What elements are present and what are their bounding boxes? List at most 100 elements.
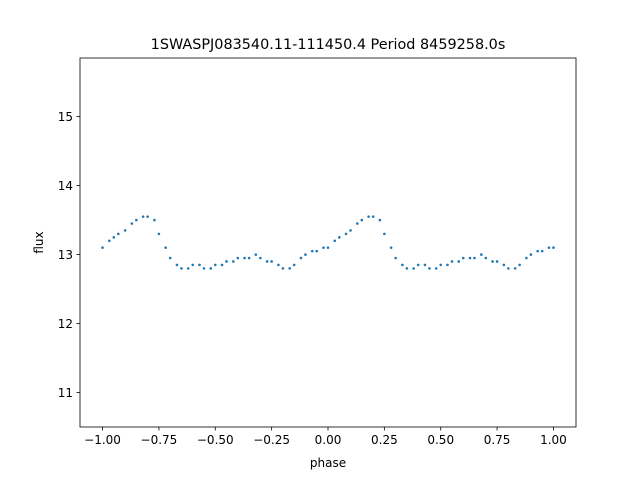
data-point [525, 256, 528, 260]
data-point [360, 218, 364, 222]
data-point [112, 236, 116, 239]
data-point [349, 229, 352, 232]
x-tick-label: −0.25 [253, 433, 290, 447]
data-point [236, 256, 240, 260]
data-point [198, 263, 201, 267]
data-point [270, 260, 273, 263]
data-point [175, 263, 179, 267]
data-point [141, 215, 145, 218]
data-point [232, 260, 235, 263]
data-point [394, 256, 397, 260]
x-axis-label: phase [310, 456, 346, 470]
data-point [101, 246, 104, 249]
data-point [552, 246, 555, 249]
data-point [518, 263, 521, 267]
data-point [480, 253, 483, 256]
data-point [277, 263, 280, 267]
x-tick-label: 1.00 [540, 433, 567, 447]
data-point [213, 263, 217, 267]
data-point [326, 246, 330, 249]
y-axis-label: flux [32, 231, 46, 253]
data-point [265, 260, 269, 263]
data-point [547, 246, 551, 249]
data-point [378, 218, 382, 222]
data-point [491, 260, 494, 263]
data-points [101, 215, 555, 270]
data-point [540, 249, 544, 253]
data-point [220, 263, 224, 267]
data-point [117, 232, 120, 236]
data-point [507, 267, 510, 270]
data-point [529, 253, 533, 256]
x-tick-label: −1.00 [84, 433, 121, 447]
data-point [450, 260, 454, 263]
data-point [281, 267, 285, 270]
data-point [434, 267, 438, 270]
data-point [180, 267, 183, 270]
data-point [202, 267, 206, 270]
data-point [315, 249, 319, 253]
data-point [401, 263, 404, 267]
data-point [502, 263, 506, 267]
data-point [135, 218, 138, 222]
x-axis: −1.00 −0.75 −0.50 −0.25 0.00 0.25 0.50 0.75 1.00 [84, 427, 567, 447]
data-point [457, 260, 461, 263]
data-point [209, 267, 213, 270]
data-point [536, 249, 539, 253]
data-point [153, 218, 156, 222]
data-point [383, 232, 386, 236]
data-point [513, 267, 517, 270]
data-point [108, 239, 111, 243]
data-point [371, 215, 375, 218]
x-tick-label: 0.25 [371, 433, 398, 447]
y-tick-label: 12 [58, 317, 73, 331]
data-point [254, 253, 258, 256]
x-tick-label: −0.50 [197, 433, 234, 447]
data-point [416, 263, 420, 267]
data-point [157, 232, 161, 236]
x-tick-label: 0.00 [315, 433, 342, 447]
data-point [439, 263, 443, 267]
data-point [247, 256, 251, 260]
data-point [292, 263, 296, 267]
data-point [337, 236, 341, 239]
data-point [168, 256, 172, 260]
data-point [423, 263, 427, 267]
data-point [164, 246, 167, 249]
chart-title: 1SWASPJ083540.11-111450.4 Period 8459258… [151, 37, 506, 53]
data-point [123, 229, 127, 232]
data-point [333, 239, 337, 243]
data-point [186, 267, 190, 270]
data-point [146, 215, 149, 218]
data-point [225, 260, 228, 263]
data-point [389, 246, 393, 249]
data-point [468, 256, 472, 260]
data-point [259, 256, 262, 260]
data-point [461, 256, 465, 260]
y-tick-label: 14 [58, 179, 73, 193]
x-tick-label: −0.75 [141, 433, 178, 447]
data-point [344, 232, 348, 236]
y-axis: 11 12 13 14 15 [58, 110, 80, 400]
data-point [322, 246, 325, 249]
data-point [495, 260, 499, 263]
data-point [299, 256, 303, 260]
data-point [428, 267, 431, 270]
y-tick-label: 15 [58, 110, 73, 124]
x-tick-label: 0.75 [484, 433, 511, 447]
data-point [130, 222, 134, 225]
data-point [304, 253, 307, 256]
data-point [484, 256, 488, 260]
data-point [473, 256, 476, 260]
y-tick-label: 11 [58, 386, 73, 400]
data-point [446, 263, 449, 267]
data-point [367, 215, 370, 218]
data-point [310, 249, 314, 253]
x-tick-label: 0.50 [427, 433, 454, 447]
data-point [288, 267, 291, 270]
data-point [412, 267, 415, 270]
data-point [405, 267, 409, 270]
y-tick-label: 13 [58, 248, 73, 262]
